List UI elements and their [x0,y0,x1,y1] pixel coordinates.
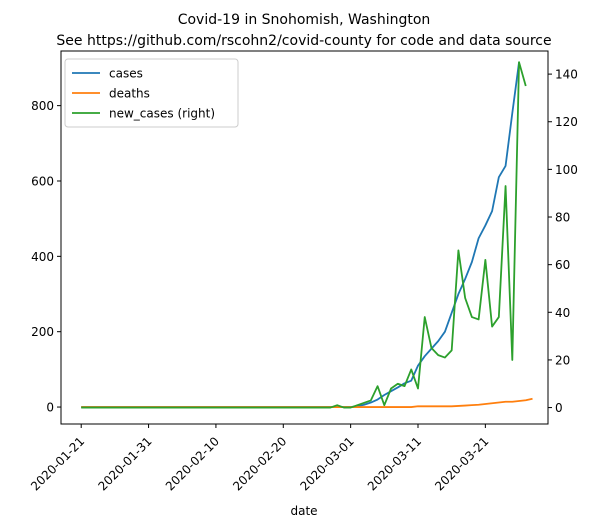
y-right-tick-label: 60 [555,258,570,272]
x-tick-label: 2020-01-31 [95,434,154,493]
plot-frame [60,50,549,425]
chart-title: Covid-19 in Snohomish, Washington [178,12,431,28]
y-right-tick-label: 20 [555,353,570,367]
series-line-deaths [81,397,533,408]
y-right-tick-label: 40 [555,306,570,320]
y-left-tick-label: 400 [31,250,54,264]
x-tick-label: 2020-02-10 [163,434,222,493]
y-right-tick-label: 80 [555,211,570,225]
y-left-tick-label: 200 [31,325,54,339]
y-right-tick-label: 0 [555,401,563,415]
y-left-tick-label: 800 [31,99,54,113]
series-layer [81,61,533,409]
y-right-tick-label: 120 [555,115,578,129]
y-left-tick-label: 600 [31,174,54,188]
x-tick-label: 2020-03-01 [298,434,357,493]
y-left-tick-label: 0 [46,401,54,415]
y-right-tick-label: 100 [555,163,578,177]
x-tick-label: 2020-02-20 [230,434,289,493]
x-tick-label: 2020-01-21 [28,434,87,493]
legend-box [64,58,239,128]
series-line-new-cases-right [81,61,527,409]
legend-label: cases [109,67,143,81]
x-tick-label: 2020-03-11 [365,434,424,493]
x-tick-label: 2020-03-21 [432,434,491,493]
chart-subtitle: See https://github.com/rscohn2/covid-cou… [56,33,551,49]
axis-layer: 2020-01-21 2020-01-31 2020-02-10 2020-02-20… [28,68,578,494]
legend: cases deaths new_cases (right) [64,58,239,128]
legend-label: deaths [109,87,150,101]
legend-label: new_cases (right) [109,107,215,121]
y-right-tick-label: 140 [555,68,578,82]
x-axis-label: date [290,504,317,518]
